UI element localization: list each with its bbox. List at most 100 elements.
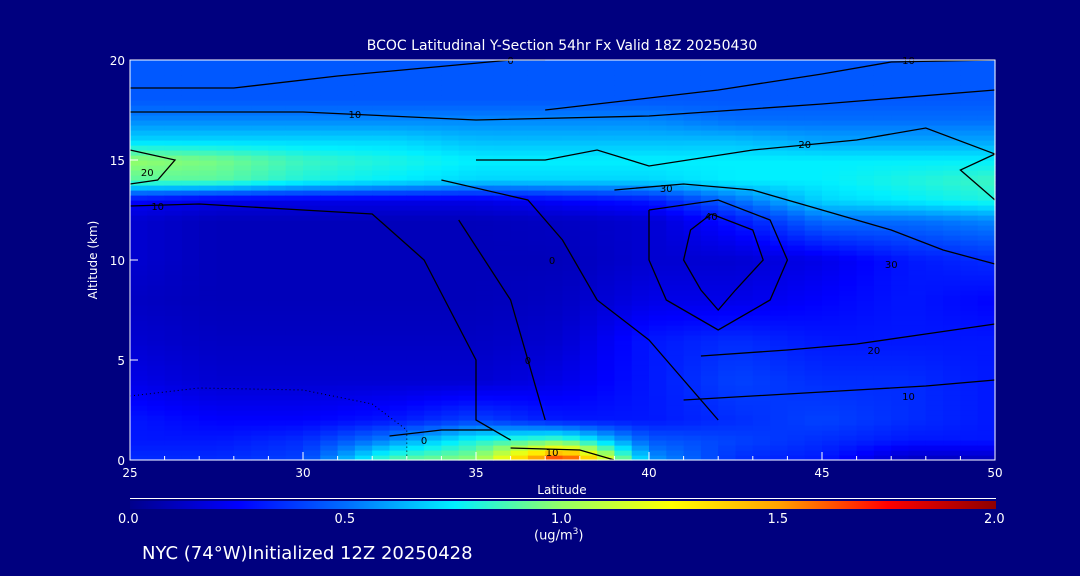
heatmap-cell: [337, 305, 356, 311]
heatmap-cell: [164, 245, 183, 251]
heatmap-cell: [804, 140, 823, 146]
heatmap-cell: [545, 325, 564, 331]
heatmap-cell: [683, 440, 702, 446]
heatmap-cell: [545, 185, 564, 191]
heatmap-cell: [251, 320, 269, 326]
heatmap-cell: [718, 205, 737, 211]
heatmap-cell: [856, 110, 875, 116]
heatmap-cell: [147, 400, 166, 406]
heatmap-cell: [510, 350, 529, 356]
heatmap-cell: [804, 270, 823, 276]
heatmap-cell: [441, 75, 460, 81]
heatmap-cell: [406, 400, 425, 406]
heatmap-cell: [614, 350, 633, 356]
heatmap-cell: [389, 85, 408, 91]
heatmap-cell: [822, 440, 840, 446]
heatmap-cell: [354, 225, 373, 231]
heatmap-cell: [770, 395, 788, 401]
heatmap-cell: [649, 190, 667, 196]
heatmap-cell: [441, 315, 460, 321]
heatmap-cell: [597, 95, 615, 101]
heatmap-cell: [545, 80, 564, 86]
heatmap-cell: [372, 200, 391, 206]
heatmap-cell: [510, 335, 529, 341]
heatmap-cell: [181, 305, 200, 311]
heatmap-cell: [527, 395, 546, 401]
heatmap-cell: [406, 220, 425, 226]
heatmap-cell: [251, 215, 269, 221]
heatmap-cell: [354, 175, 373, 181]
heatmap-cell: [770, 370, 788, 376]
heatmap-cell: [320, 395, 339, 401]
heatmap-cell: [839, 345, 858, 351]
heatmap-cell: [130, 310, 148, 316]
heatmap-cell: [354, 355, 373, 361]
heatmap-cell: [649, 80, 667, 86]
heatmap-cell: [147, 320, 166, 326]
heatmap-cell: [925, 105, 944, 111]
heatmap-cell: [649, 265, 667, 271]
heatmap-cell: [666, 415, 685, 421]
heatmap-cell: [389, 370, 408, 376]
heatmap-cell: [372, 175, 391, 181]
heatmap-cell: [822, 130, 840, 136]
heatmap-cell: [441, 310, 460, 316]
heatmap-cell: [804, 340, 823, 346]
heatmap-cell: [337, 85, 356, 91]
heatmap-cell: [268, 415, 287, 421]
heatmap-cell: [925, 395, 944, 401]
heatmap-cell: [597, 200, 615, 206]
heatmap-cell: [891, 270, 910, 276]
heatmap-cell: [164, 440, 183, 446]
heatmap-cell: [873, 375, 892, 381]
heatmap-cell: [424, 355, 442, 361]
heatmap-cell: [216, 265, 235, 271]
heatmap-cell: [424, 390, 442, 396]
heatmap-cell: [925, 245, 944, 251]
heatmap-cell: [960, 150, 979, 156]
heatmap-cell: [181, 440, 200, 446]
heatmap-cell: [908, 125, 927, 131]
heatmap-cell: [977, 110, 996, 116]
heatmap-cell: [164, 390, 183, 396]
heatmap-cell: [700, 225, 719, 231]
heatmap-cell: [649, 425, 667, 431]
heatmap-cell: [943, 440, 961, 446]
heatmap-cell: [424, 410, 442, 416]
heatmap-cell: [337, 190, 356, 196]
heatmap-cell: [164, 190, 183, 196]
heatmap-cell: [735, 415, 754, 421]
heatmap-cell: [700, 400, 719, 406]
heatmap-cell: [614, 85, 633, 91]
heatmap-cell: [891, 315, 910, 321]
heatmap-cell: [303, 315, 321, 321]
heatmap-cell: [251, 140, 269, 146]
heatmap-cell: [925, 165, 944, 171]
heatmap-cell: [320, 365, 339, 371]
heatmap-cell: [960, 220, 979, 226]
heatmap-cell: [770, 290, 788, 296]
heatmap-cell: [943, 185, 961, 191]
heatmap-cell: [130, 265, 148, 271]
heatmap-cell: [908, 405, 927, 411]
heatmap-cell: [839, 310, 858, 316]
heatmap-cell: [406, 230, 425, 236]
heatmap-cell: [389, 340, 408, 346]
heatmap-cell: [752, 75, 771, 81]
heatmap-cell: [424, 225, 442, 231]
heatmap-cell: [873, 315, 892, 321]
heatmap-cell: [233, 290, 252, 296]
heatmap-cell: [130, 340, 148, 346]
heatmap-cell: [303, 135, 321, 141]
heatmap-cell: [372, 305, 391, 311]
heatmap-cell: [683, 200, 702, 206]
heatmap-cell: [666, 240, 685, 246]
heatmap-cell: [891, 395, 910, 401]
heatmap-cell: [822, 255, 840, 261]
heatmap-cell: [925, 100, 944, 106]
heatmap-cell: [406, 125, 425, 131]
heatmap-cell: [164, 105, 183, 111]
heatmap-cell: [233, 270, 252, 276]
heatmap-cell: [735, 450, 754, 456]
heatmap-cell: [977, 335, 996, 341]
